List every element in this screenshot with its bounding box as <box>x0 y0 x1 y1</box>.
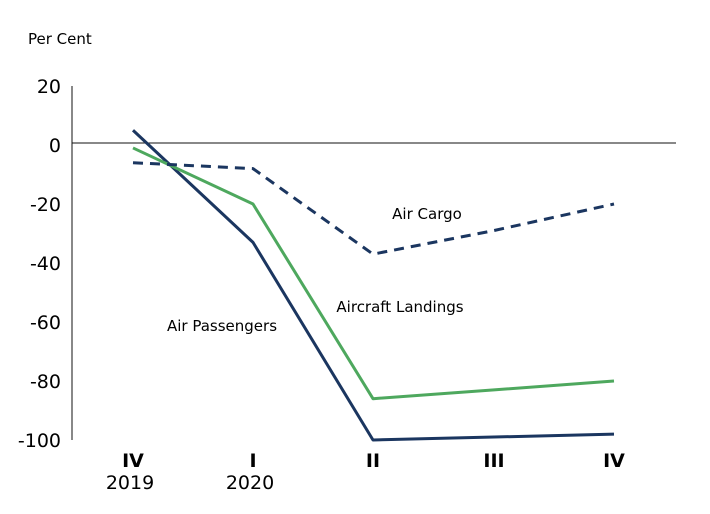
x-tick-year: 2019 <box>106 472 154 494</box>
y-tick-label: -20 <box>30 194 61 216</box>
x-tick-quarter: IV <box>603 450 625 472</box>
x-tick-year: 2020 <box>226 472 274 494</box>
series-label: Air Passengers <box>167 317 277 335</box>
series-label: Air Cargo <box>392 205 462 223</box>
x-tick-quarter: I <box>249 450 256 472</box>
x-tick-quarter: III <box>483 450 504 472</box>
y-tick-label: 20 <box>37 76 61 98</box>
series-labels: Air Passengers Aircraft Landings Air Cargo <box>167 205 464 335</box>
x-tick-quarter: IV <box>122 450 144 472</box>
series-line-air-cargo <box>132 161 615 256</box>
y-tick-label: -100 <box>18 430 61 452</box>
series-line-air-passengers <box>131 129 615 442</box>
series-label: Aircraft Landings <box>336 298 463 316</box>
y-axis-label: Per Cent <box>28 30 92 48</box>
y-tick-label: -80 <box>30 371 61 393</box>
y-tick-label: -60 <box>30 312 61 334</box>
series-group <box>131 129 615 442</box>
x-tick-quarter: II <box>366 450 380 472</box>
y-tick-label: -40 <box>30 253 61 275</box>
series-line-aircraft-landings <box>132 146 615 401</box>
y-tick-label: 0 <box>49 135 61 157</box>
y-tick-labels: 20 0 -20 -40 -60 -80 -100 <box>18 76 61 452</box>
